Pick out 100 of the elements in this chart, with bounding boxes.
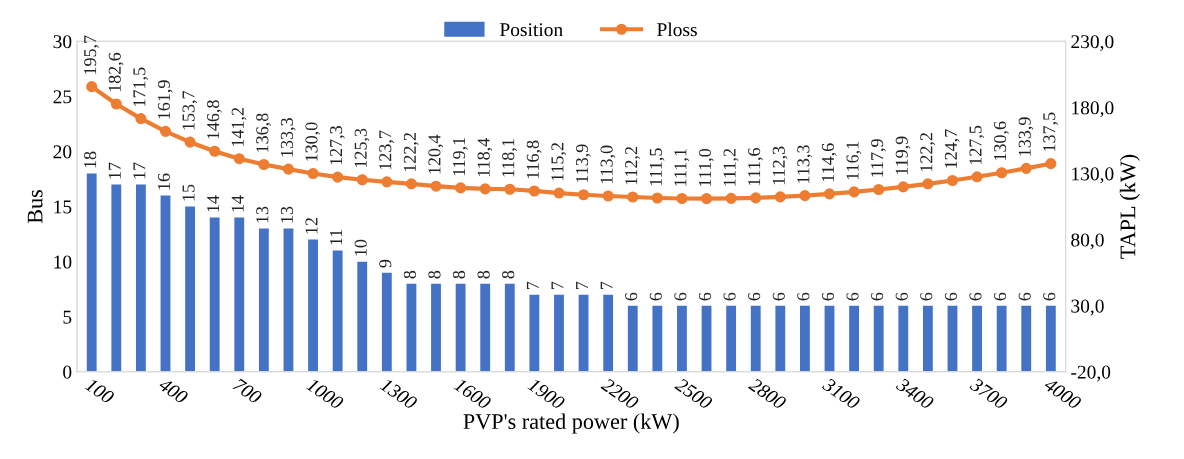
point: [946, 174, 959, 187]
data-label: 113,9: [575, 144, 591, 183]
x-tick-label: 1000: [305, 377, 345, 411]
bar: [922, 305, 933, 372]
data-label: 6: [674, 292, 687, 301]
data-label: 6: [994, 292, 1007, 301]
point: [823, 188, 836, 200]
data-label: 141,2: [231, 107, 247, 146]
data-label: 17: [133, 162, 146, 179]
bar: [86, 173, 97, 372]
data-label: 6: [920, 292, 933, 301]
bar: [947, 305, 958, 372]
data-label: 111,1: [674, 149, 690, 186]
point: [258, 158, 270, 171]
y-axis-title: Bus: [27, 190, 43, 224]
data-label: 119,9: [895, 136, 911, 175]
point: [725, 192, 737, 204]
bar: [480, 283, 491, 372]
data-label: 112,3: [772, 146, 788, 185]
x-tick-label: 400: [157, 377, 189, 405]
bar: [652, 305, 663, 372]
data-label: 6: [797, 292, 810, 301]
data-label: 6: [969, 292, 982, 301]
data-label: 7: [526, 281, 539, 289]
data-label: 17: [108, 162, 121, 179]
bar: [357, 261, 368, 372]
legend-label: Position: [499, 23, 563, 37]
point: [455, 182, 467, 194]
bar: [972, 305, 982, 372]
point: [971, 171, 983, 183]
data-label: 130,0: [305, 122, 321, 161]
point: [700, 193, 713, 205]
x-tick-label: 3700: [969, 377, 1009, 411]
bar: [996, 305, 1007, 372]
bar: [455, 283, 466, 372]
y-tick-label: 20: [53, 145, 72, 159]
data-label: 6: [698, 292, 712, 301]
data-label: 6: [1043, 292, 1056, 301]
point: [799, 190, 811, 202]
point: [159, 125, 172, 137]
bar: [750, 305, 761, 372]
bar: [381, 272, 392, 372]
point: [184, 136, 196, 148]
data-label: 118,4: [477, 138, 493, 177]
x-tick-label: 1300: [379, 377, 419, 411]
data-label: 122,2: [920, 133, 935, 172]
bar: [431, 283, 441, 372]
point: [110, 98, 122, 110]
data-label: 14: [207, 195, 220, 212]
bar: [775, 305, 786, 372]
data-label: 136,8: [256, 113, 271, 152]
bar: [529, 294, 540, 372]
data-label: 8: [502, 270, 515, 279]
bar: [332, 250, 343, 372]
point: [750, 192, 762, 204]
bar: [308, 239, 318, 372]
bar: [603, 294, 614, 372]
x-axis-title: PVP's rated power (kW): [463, 413, 679, 434]
bar: [800, 305, 810, 372]
point: [996, 167, 1008, 179]
data-label: 15: [182, 184, 195, 201]
y-tick-label: 5: [63, 310, 72, 324]
y2-tick-label: 180,0: [1072, 101, 1114, 118]
point: [1020, 162, 1032, 174]
y-tick-label: 25: [53, 90, 72, 104]
data-label: 14: [231, 195, 244, 212]
data-label: 13: [280, 206, 293, 223]
bar: [160, 195, 171, 372]
data-label: 7: [576, 281, 588, 289]
data-label: 6: [723, 292, 736, 301]
y-tick-label: 10: [54, 255, 72, 269]
bar: [677, 305, 687, 372]
data-label: 8: [477, 270, 490, 279]
data-label: 12: [305, 218, 318, 234]
y2-axis-title: TAPL (kW): [1119, 154, 1140, 259]
data-label: 6: [748, 292, 761, 301]
bar: [135, 184, 146, 372]
point: [528, 185, 540, 197]
data-label: 118,1: [502, 139, 517, 177]
data-label: 119,1: [453, 137, 468, 176]
data-label: 112,2: [625, 146, 640, 185]
bar: [578, 294, 589, 372]
bar: [824, 305, 835, 372]
point: [86, 81, 98, 93]
data-label: 146,8: [207, 100, 222, 139]
point: [651, 192, 663, 204]
data-label: 137,5: [1043, 112, 1058, 151]
data-label: 122,2: [403, 133, 419, 172]
data-label: 18: [84, 151, 97, 168]
point: [922, 178, 934, 190]
data-label: 127,5: [969, 125, 985, 165]
bar: [1021, 305, 1032, 372]
y-tick-label: 30: [53, 35, 72, 49]
point: [135, 113, 147, 125]
data-label: 11: [330, 229, 342, 245]
bar: [554, 294, 564, 372]
bar: [627, 305, 638, 372]
data-label: 171,5: [133, 67, 149, 106]
data-label: 7: [600, 281, 613, 289]
x-tick-label: 2500: [674, 377, 714, 411]
